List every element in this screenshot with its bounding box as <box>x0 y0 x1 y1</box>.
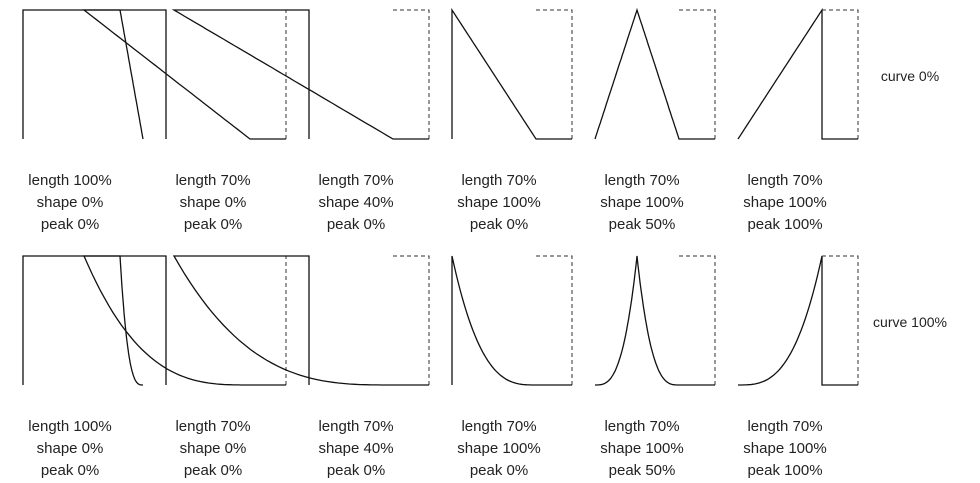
length-label: length 70% <box>747 172 822 189</box>
row-label: curve 100% <box>873 314 947 330</box>
peak-label: peak 0% <box>327 216 385 233</box>
truncated-region-outline <box>822 9 859 139</box>
shape-label: shape 100% <box>600 440 683 457</box>
peak-label: peak 0% <box>184 462 242 479</box>
peak-label: peak 50% <box>609 462 676 479</box>
shape-label: shape 100% <box>600 194 683 211</box>
length-label: length 70% <box>318 172 393 189</box>
length-label: length 100% <box>28 172 111 189</box>
peak-label: peak 0% <box>184 216 242 233</box>
truncated-region-outline <box>393 255 430 385</box>
length-label: length 70% <box>604 418 679 435</box>
truncated-region-outline <box>250 9 287 139</box>
shape-label: shape 100% <box>743 194 826 211</box>
envelope-curve <box>172 255 429 386</box>
row-label: curve 0% <box>881 68 939 84</box>
peak-label: peak 0% <box>41 462 99 479</box>
envelope-curve <box>451 7 572 140</box>
shape-label: shape 0% <box>180 194 247 211</box>
shape-label: shape 40% <box>318 194 393 211</box>
shape-label: shape 100% <box>743 440 826 457</box>
shape-label: shape 0% <box>180 440 247 457</box>
truncated-region-outline <box>822 255 859 385</box>
envelope-curve <box>594 7 715 140</box>
truncated-region-outline <box>679 9 716 139</box>
peak-label: peak 0% <box>470 216 528 233</box>
shape-label: shape 100% <box>457 440 540 457</box>
envelope-curve <box>737 7 858 140</box>
peak-label: peak 100% <box>747 462 822 479</box>
length-label: length 70% <box>461 418 536 435</box>
envelope-curve <box>595 255 715 386</box>
length-label: length 70% <box>461 172 536 189</box>
peak-label: peak 0% <box>470 462 528 479</box>
truncated-region-outline <box>393 9 430 139</box>
length-label: length 70% <box>604 172 679 189</box>
peak-label: peak 0% <box>41 216 99 233</box>
envelope-curve <box>82 9 286 140</box>
length-label: length 70% <box>175 418 250 435</box>
truncated-region-outline <box>536 9 573 139</box>
envelope-curve <box>22 9 144 140</box>
envelope-curve <box>738 255 858 386</box>
length-label: length 100% <box>28 418 111 435</box>
shape-label: shape 40% <box>318 440 393 457</box>
peak-label: peak 50% <box>609 216 676 233</box>
length-label: length 70% <box>175 172 250 189</box>
length-label: length 70% <box>318 418 393 435</box>
envelope-curve <box>171 9 429 140</box>
shape-label: shape 0% <box>37 440 104 457</box>
envelope-curve <box>22 255 143 386</box>
envelope-curve <box>451 255 572 386</box>
envelope-curve <box>82 255 286 386</box>
peak-label: peak 100% <box>747 216 822 233</box>
peak-label: peak 0% <box>327 462 385 479</box>
truncated-region-outline <box>536 255 573 385</box>
truncated-region-outline <box>679 255 716 385</box>
length-label: length 70% <box>747 418 822 435</box>
truncated-region-outline <box>250 255 287 385</box>
shape-label: shape 0% <box>37 194 104 211</box>
shape-label: shape 100% <box>457 194 540 211</box>
